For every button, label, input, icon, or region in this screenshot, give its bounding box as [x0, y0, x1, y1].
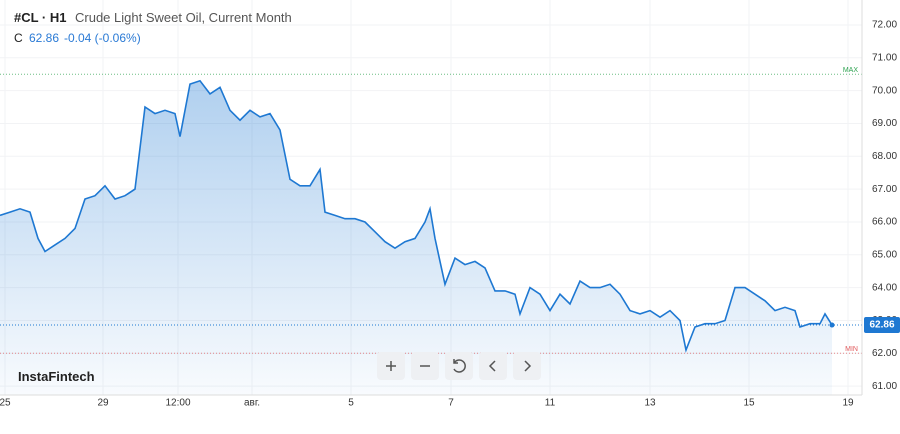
x-tick-label: 13 — [644, 398, 656, 409]
x-tick-label: авг. — [244, 398, 260, 409]
x-tick-label: 29 — [97, 398, 109, 409]
min-line-label: MIN — [845, 346, 858, 353]
y-tick-label: 61.00 — [872, 381, 897, 392]
x-tick-label: 11 — [545, 398, 556, 409]
reset-button[interactable] — [445, 352, 473, 380]
zoom-in-button[interactable] — [377, 352, 405, 380]
scroll-left-button[interactable] — [479, 352, 507, 380]
x-tick-label: 15 — [743, 398, 755, 409]
symbol: #CL · H1 — [14, 10, 67, 25]
y-tick-label: 71.00 — [872, 52, 897, 63]
y-tick-label: 65.00 — [872, 249, 897, 260]
last-point — [829, 322, 835, 328]
last-price-tag — [864, 317, 900, 334]
y-tick-label: 64.00 — [872, 282, 897, 293]
price-line — [0, 79, 833, 353]
x-tick-label: 12:00 — [165, 398, 190, 409]
y-tick-label: 70.00 — [872, 85, 897, 96]
instrument-name: Crude Light Sweet Oil, Current Month — [75, 10, 292, 25]
x-tick-label: 5 — [348, 398, 354, 409]
last-price-label: 62.86 — [869, 320, 894, 331]
y-tick-label: 68.00 — [872, 151, 897, 162]
y-tick-label: 72.00 — [872, 20, 897, 31]
y-tick-label: 66.00 — [872, 217, 897, 228]
close-price: 62.86 — [29, 31, 60, 45]
zoom-out-button[interactable] — [411, 352, 439, 380]
y-tick-label: 67.00 — [872, 184, 897, 195]
scroll-right-button[interactable] — [513, 352, 541, 380]
max-line-label: MAX — [843, 67, 859, 74]
y-tick-label: 62.00 — [872, 348, 897, 359]
x-tick-label: 7 — [448, 398, 454, 409]
watermark: InstaFintech — [18, 369, 95, 384]
y-tick-label: 69.00 — [872, 118, 897, 129]
close-label: C — [14, 31, 23, 45]
x-tick-label: 19 — [842, 398, 854, 409]
price-change: -0.04 (-0.06%) — [64, 31, 141, 45]
x-tick-label: 25 — [0, 398, 11, 409]
